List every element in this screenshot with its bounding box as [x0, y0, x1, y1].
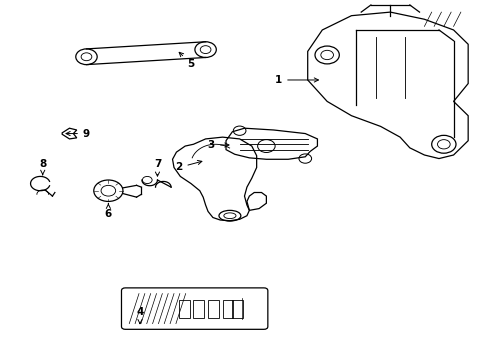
Bar: [222, 300, 233, 318]
Text: 3: 3: [207, 140, 228, 150]
Text: 2: 2: [175, 161, 202, 172]
Text: 1: 1: [274, 75, 318, 85]
Bar: [207, 300, 218, 318]
Bar: [232, 300, 243, 318]
Bar: [193, 300, 203, 318]
Text: 9: 9: [66, 129, 90, 139]
Text: 4: 4: [136, 307, 143, 324]
Text: 5: 5: [179, 52, 194, 69]
Text: 8: 8: [39, 159, 46, 175]
Text: 6: 6: [104, 203, 112, 219]
Bar: [179, 300, 189, 318]
Text: 7: 7: [153, 159, 161, 176]
